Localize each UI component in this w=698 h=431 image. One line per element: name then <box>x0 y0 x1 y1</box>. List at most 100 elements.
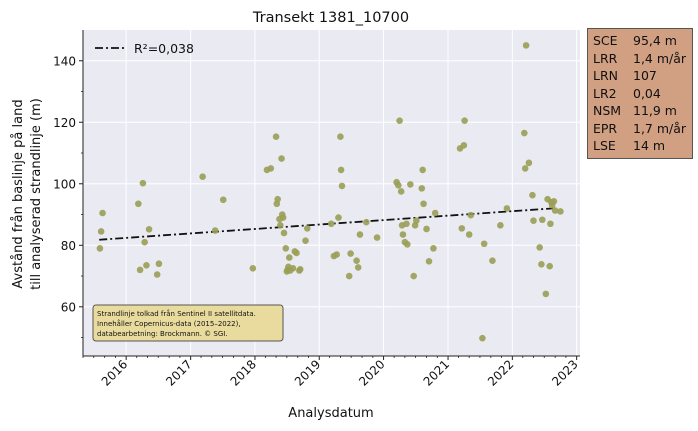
data-point <box>423 225 430 233</box>
stat-value: 1,4 m/år <box>633 50 687 66</box>
data-point <box>551 207 559 214</box>
data-point <box>267 165 275 172</box>
legend-entry-label: R²=0,038 <box>134 41 194 56</box>
stat-key: LR2 <box>593 85 617 101</box>
data-point <box>399 231 407 238</box>
stat-value: 14 m <box>633 138 666 153</box>
axes <box>82 30 580 357</box>
data-point <box>547 220 554 228</box>
data-point <box>249 265 257 272</box>
data-point <box>362 218 370 226</box>
data-point <box>302 237 309 244</box>
data-point <box>420 200 427 208</box>
data-point <box>480 240 488 248</box>
data-point <box>542 290 550 298</box>
data-point <box>538 216 546 224</box>
data-point <box>141 238 148 246</box>
stat-value: 11,9 m <box>633 103 677 118</box>
data-point <box>219 196 227 204</box>
stat-value: 1,7 m/år <box>633 120 687 136</box>
data-point <box>538 261 545 268</box>
data-point <box>525 159 533 167</box>
y-tick-label: 60 <box>61 300 76 314</box>
stat-key: EPR <box>593 120 618 136</box>
source-annotation: Strandlinje tolkad från Sentinel II sate… <box>92 304 284 342</box>
stat-key: LRN <box>593 68 618 83</box>
data-point <box>279 214 287 221</box>
stat-row-lrr: LRR 1,4 m/år <box>593 50 687 68</box>
data-point <box>338 182 346 190</box>
data-point <box>410 272 417 280</box>
data-point <box>419 166 426 174</box>
data-point <box>521 165 529 172</box>
data-point <box>418 185 426 192</box>
x-tick-label: 2021 <box>421 357 452 388</box>
data-point <box>404 241 411 248</box>
data-point <box>135 200 142 208</box>
data-point <box>430 245 437 252</box>
data-point <box>458 225 466 232</box>
data-point <box>280 229 288 237</box>
data-point <box>333 251 340 258</box>
data-point <box>337 166 345 174</box>
data-point <box>497 221 504 229</box>
x-tick-label: 2016 <box>99 357 130 388</box>
data-point <box>353 257 360 264</box>
y-tick-label: 140 <box>53 54 76 68</box>
stat-row-sce: SCE 95,4 m <box>593 32 687 50</box>
data-point <box>97 228 105 235</box>
data-point <box>373 234 381 241</box>
legend: R²=0,038 <box>95 41 194 56</box>
data-point <box>96 245 104 252</box>
data-point <box>356 231 364 238</box>
y-tick-label: 80 <box>61 239 76 253</box>
data-point <box>489 257 496 264</box>
x-axis-label: Analysdatum <box>288 406 373 421</box>
data-point <box>395 182 402 189</box>
data-point <box>145 225 153 233</box>
stat-key: SCE <box>593 33 618 48</box>
y-tick-label: 120 <box>53 116 76 130</box>
data-point <box>278 155 285 162</box>
x-tick-label: 2019 <box>292 357 323 388</box>
data-point <box>155 260 163 268</box>
data-point <box>413 217 420 224</box>
data-point <box>403 220 410 228</box>
source-annotation-line-2: Innehåller Copernicus-data (2015–2022), <box>97 319 241 328</box>
data-point <box>522 42 530 49</box>
plot-area <box>83 30 580 356</box>
data-point <box>277 221 284 229</box>
chart-title: Transekt 1381_10700 <box>252 10 409 26</box>
data-point <box>327 220 335 228</box>
source-annotation-box <box>92 304 284 342</box>
x-tick-label: 2022 <box>485 357 516 388</box>
data-point <box>546 262 553 270</box>
data-point <box>396 117 403 125</box>
data-point <box>335 214 342 221</box>
data-point <box>467 211 475 219</box>
data-point <box>282 245 290 252</box>
data-point <box>431 209 439 217</box>
y-axis-label-line-2: till analyserad strandlinje (m) <box>29 98 44 290</box>
data-point <box>465 231 473 238</box>
data-point <box>347 250 354 257</box>
data-point <box>286 254 293 261</box>
data-point <box>425 257 433 265</box>
stat-row-epr: EPR 1,7 m/år <box>593 120 687 138</box>
data-point <box>407 181 414 188</box>
stat-key: LRR <box>593 50 618 66</box>
data-point <box>272 133 280 141</box>
source-annotation-line-3: databearbetning: Brockmann. © SGI. <box>97 330 228 338</box>
stat-key: LSE <box>593 138 616 153</box>
data-point <box>139 179 147 187</box>
data-point <box>337 133 344 141</box>
data-point <box>460 142 468 149</box>
stat-key: NSM <box>593 103 622 118</box>
data-point <box>303 225 311 232</box>
data-point <box>136 266 144 274</box>
x-tick-label: 2023 <box>549 357 580 388</box>
data-point <box>289 265 297 272</box>
stat-value: 0,04 <box>633 85 661 101</box>
statistics-box: SCE 95,4 m LRR 1,4 m/år LRN 107 LR2 0,04… <box>587 28 693 159</box>
